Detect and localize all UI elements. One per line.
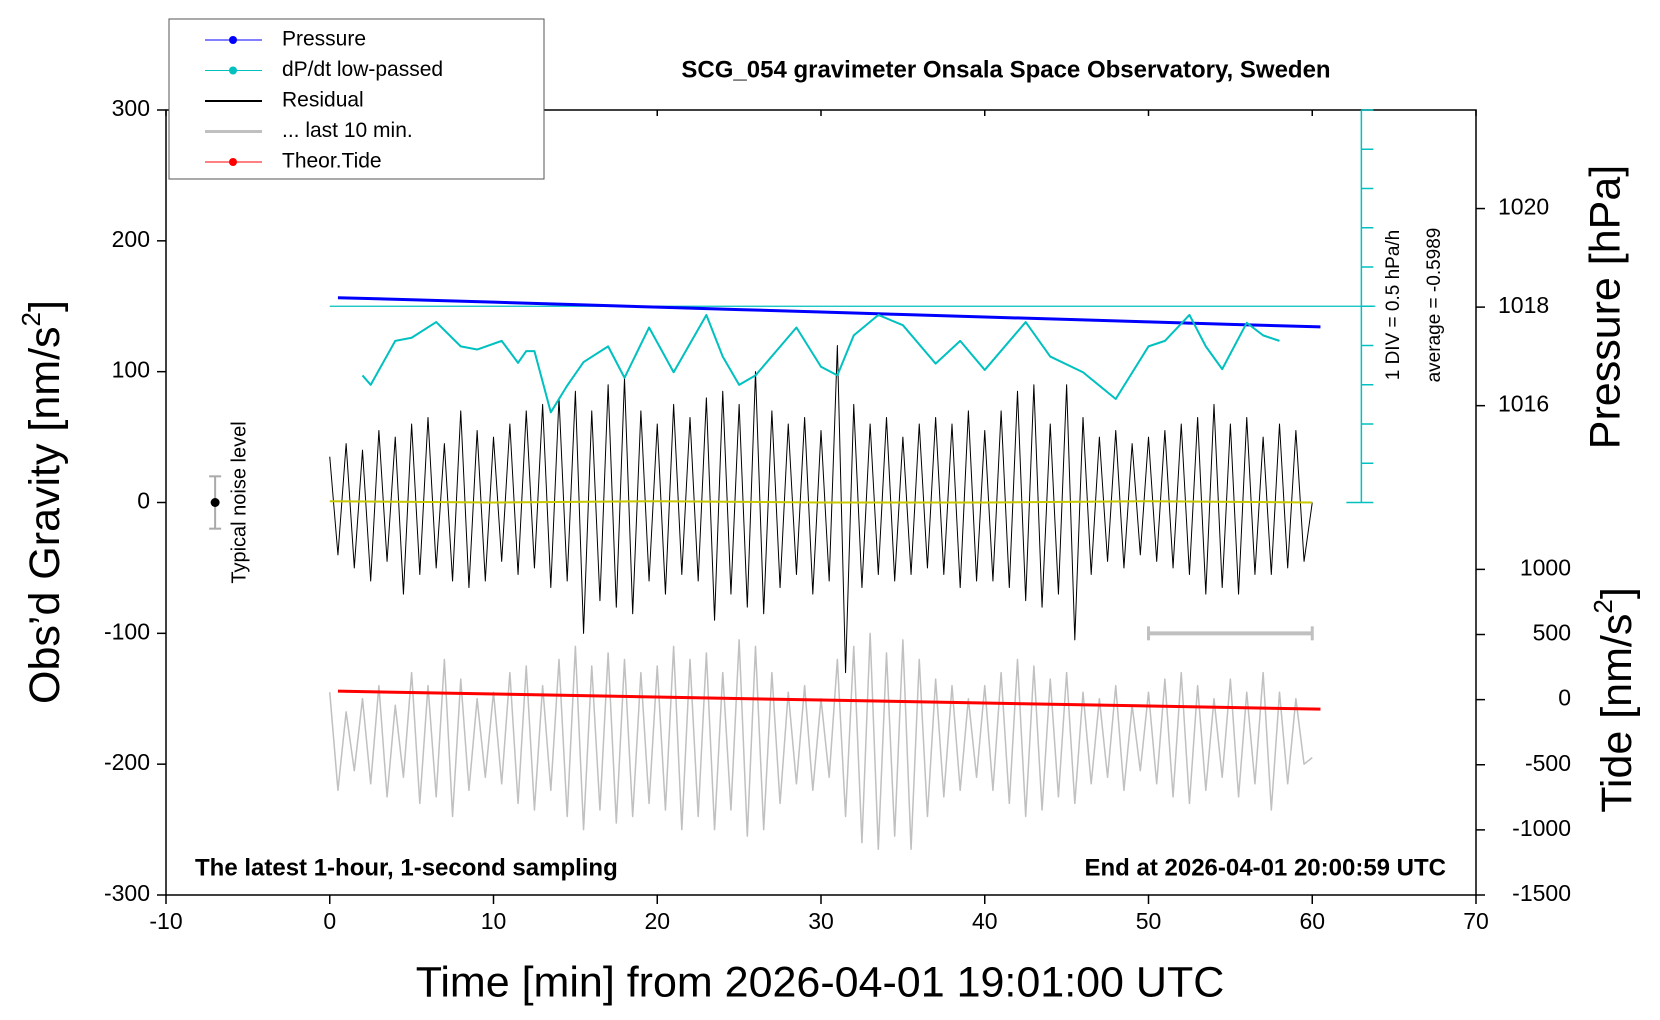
x-tick-label: 50	[1136, 908, 1162, 934]
y3-tick-label: -500	[1525, 750, 1571, 776]
dpdt-average-label: average = -0.5989	[1424, 228, 1445, 383]
y3-tick-label: -1500	[1512, 880, 1571, 906]
annotation-left: The latest 1-hour, 1-second sampling	[195, 854, 618, 881]
x-axis-title: Time [min] from 2026-04-01 19:01:00 UTC	[416, 958, 1225, 1006]
y-tick-label: 100	[112, 357, 150, 383]
y-tick-label: 200	[112, 226, 150, 252]
legend-label: Pressure	[282, 28, 366, 51]
y-axis-title-part: 2	[16, 312, 46, 326]
legend-marker	[229, 66, 237, 75]
y3-tick-label: 500	[1533, 620, 1571, 646]
x-tick-label: 60	[1299, 908, 1325, 934]
y2-tick-label: 1018	[1498, 292, 1549, 318]
x-tick-label: 70	[1463, 908, 1489, 934]
legend-marker	[229, 36, 237, 44]
series-line	[361, 313, 1280, 414]
x-tick-label: -10	[149, 908, 182, 934]
dpdt-div-label: 1 DIV = 0.5 hPa/h	[1383, 230, 1404, 381]
y3-tick-label: 1000	[1520, 554, 1571, 580]
x-tick-label: 0	[323, 908, 336, 934]
chart-title: SCG_054 gravimeter Onsala Space Observat…	[681, 56, 1330, 83]
legend-label: dP/dt low-passed	[282, 58, 443, 81]
legend-box	[168, 18, 545, 180]
x-tick-label: 30	[808, 908, 834, 934]
y-tick-label: -300	[104, 880, 150, 906]
y2-axis-title: Pressure [hPa]	[1581, 165, 1629, 449]
y3-axis-title-part: ]	[1593, 587, 1641, 599]
series-line	[337, 296, 1321, 329]
y3-axis-title-part: 2	[1588, 599, 1618, 613]
legend-marker	[229, 158, 237, 166]
y-tick-label: 0	[137, 488, 150, 514]
series-line	[337, 689, 1321, 711]
legend-label: Residual	[282, 89, 364, 112]
series-line	[329, 345, 1313, 674]
annotation-right: End at 2026-04-01 20:00:59 UTC	[1085, 854, 1447, 881]
y-axis-title-part: ]	[21, 300, 69, 312]
y-tick-label: 300	[112, 95, 150, 121]
x-tick-label: 10	[481, 908, 507, 934]
series-line	[329, 500, 1313, 504]
noise-label: Typical noise level	[228, 421, 250, 583]
y2-tick-label: 1020	[1498, 194, 1549, 220]
legend-label: Theor.Tide	[282, 150, 382, 173]
x-tick-label: 20	[644, 908, 670, 934]
y-tick-label: -100	[104, 618, 150, 644]
y3-axis-title: Tide [nm/s2]	[1588, 587, 1641, 813]
y-tick-label: -200	[104, 749, 150, 775]
y3-tick-label: -1000	[1512, 815, 1571, 841]
y3-tick-label: 0	[1558, 685, 1571, 711]
x-tick-label: 40	[972, 908, 998, 934]
y3-axis-title-part: Tide [nm/s	[1593, 614, 1641, 813]
y2-tick-label: 1016	[1498, 391, 1549, 417]
y-axis-title: Obs’d Gravity [nm/s2]	[16, 300, 69, 704]
noise-point	[210, 498, 220, 507]
legend-label: ... last 10 min.	[282, 119, 413, 142]
series-line	[329, 632, 1313, 850]
y-axis-title-part: Obs’d Gravity [nm/s	[21, 326, 69, 704]
